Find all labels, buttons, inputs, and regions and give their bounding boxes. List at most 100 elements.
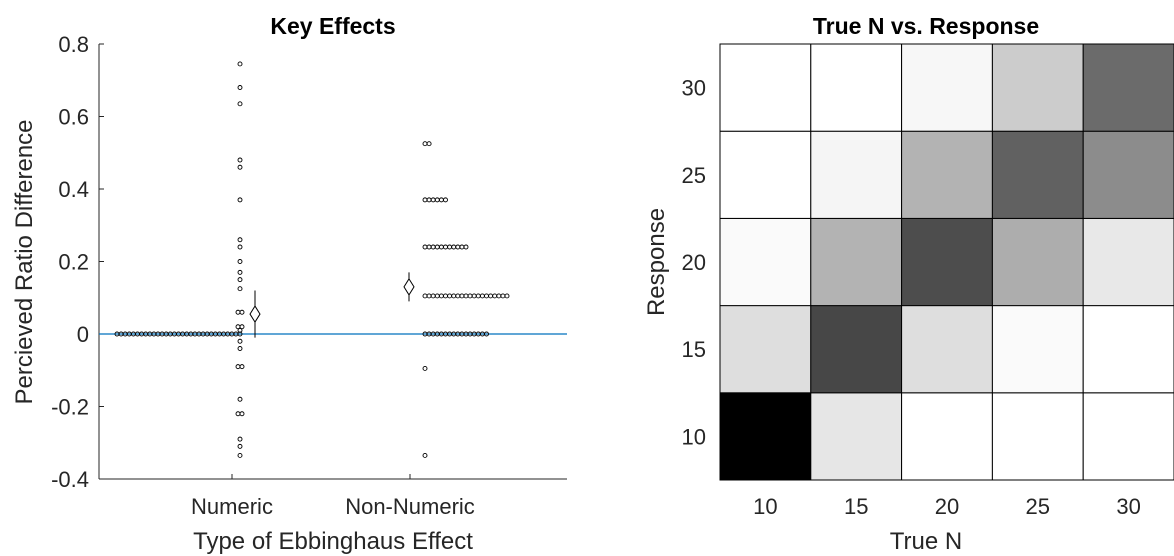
data-point: [237, 338, 243, 344]
right-x-tick-label: 10: [753, 494, 777, 519]
data-point: [459, 244, 465, 250]
data-point: [422, 365, 428, 371]
data-point: [237, 443, 243, 449]
right-y-tick-label: 20: [682, 250, 706, 275]
data-point: [434, 293, 440, 299]
right-x-tick-label: 15: [844, 494, 868, 519]
right-plot-area: 10 15 20 25 30 10 15 20 25 30: [682, 43, 1174, 519]
heatmap-cell: [810, 130, 903, 219]
heatmap-cell: [719, 392, 812, 481]
data-point: [426, 244, 432, 250]
right-y-tick-label: 30: [682, 76, 706, 101]
left-y-tick-label: 0.6: [58, 105, 89, 130]
data-point: [237, 269, 243, 275]
left-plot-area: -0.4 -0.2 0 0.2 0.4 0.6 0.8 Numeric Non-Numeric: [51, 32, 567, 519]
right-y-tick-label: 15: [682, 337, 706, 362]
data-point: [484, 331, 489, 337]
heatmap-cell: [991, 130, 1084, 219]
data-point: [434, 244, 440, 250]
data-point: [426, 293, 432, 299]
data-point: [455, 244, 461, 250]
heatmap-cell: [810, 217, 903, 307]
data-point: [459, 293, 465, 299]
data-point: [237, 101, 243, 107]
data-point: [438, 293, 444, 299]
data-point: [237, 286, 243, 292]
left-y-tick-label: 0.4: [58, 177, 89, 202]
heatmap-cell: [810, 392, 903, 481]
left-y-tick-label: 0: [77, 322, 89, 347]
left-y-tick-label: 0.8: [58, 32, 89, 57]
heatmap-cell: [901, 43, 993, 132]
data-point: [455, 293, 461, 299]
data-point: [237, 237, 243, 243]
data-point: [443, 244, 448, 250]
right-x-tick-label: 20: [935, 494, 959, 519]
data-point: [239, 309, 245, 315]
heatmap-cell: [719, 217, 812, 307]
data-point: [235, 309, 241, 315]
data-point: [447, 293, 453, 299]
data-point: [430, 244, 436, 250]
left-y-tick-label: -0.4: [51, 467, 89, 492]
right-chart-title: True N vs. Response: [813, 13, 1039, 39]
data-point: [237, 259, 243, 264]
data-point: [438, 197, 444, 203]
heatmap-cell: [1082, 43, 1174, 132]
left-chart-title: Key Effects: [270, 13, 395, 39]
heatmap-cell: [991, 43, 1084, 132]
left-y-tick-label: -0.2: [51, 395, 89, 420]
heatmap-cell: [810, 305, 903, 394]
data-point: [237, 197, 243, 203]
data-point: [504, 293, 510, 299]
data-point: [443, 293, 448, 299]
data-point: [237, 396, 243, 402]
data-point: [467, 293, 473, 299]
heatmap-cell: [1082, 305, 1174, 394]
data-point: [239, 364, 245, 370]
data-point: [475, 293, 481, 299]
data-point: [422, 452, 428, 458]
left-x-tick-label: Numeric: [191, 494, 273, 519]
heatmap-cell: [991, 305, 1084, 394]
left-y-axis-label: Percieved Ratio Difference: [11, 119, 38, 404]
data-point: [447, 244, 453, 250]
data-point: [484, 293, 489, 299]
heatmap-cell: [901, 217, 993, 307]
data-point: [237, 436, 243, 442]
data-point: [237, 346, 243, 351]
heatmap-cell: [810, 43, 903, 132]
data-point: [237, 452, 243, 458]
heatmap-cell: [1082, 217, 1174, 307]
data-point: [463, 244, 469, 250]
data-point: [237, 85, 243, 90]
data-point: [422, 244, 428, 250]
data-point: [239, 411, 245, 417]
data-point: [422, 197, 428, 203]
data-point: [471, 293, 477, 299]
heatmap-cell: [719, 130, 812, 219]
key-effects-chart: Key Effects -0.4 -0.2 0 0.2 0.4 0.6 0.8 Numeric…: [11, 13, 567, 555]
data-point: [463, 293, 469, 299]
right-x-axis-label: True N: [890, 528, 962, 555]
heatmap-cell: [991, 217, 1084, 307]
heatmap-cell: [719, 305, 812, 394]
data-point: [235, 364, 241, 370]
data-point: [237, 277, 243, 283]
data-point: [451, 293, 457, 299]
true-n-vs-response-chart: True N vs. Response 10 15 20 25 30 10 15 20 25 30…: [643, 13, 1174, 555]
data-point: [492, 293, 498, 299]
heatmap-cell: [991, 392, 1084, 481]
right-y-tick-label: 25: [682, 163, 706, 188]
heatmap-cell: [1082, 392, 1174, 481]
data-point: [438, 244, 444, 250]
left-x-axis-label: Type of Ebbinghaus Effect: [193, 528, 473, 555]
right-x-tick-label: 30: [1116, 494, 1140, 519]
mean-marker: [249, 305, 261, 324]
data-point: [488, 293, 494, 299]
data-point: [451, 244, 457, 250]
data-point: [443, 197, 448, 203]
right-x-tick-label: 25: [1026, 494, 1050, 519]
data-point: [239, 324, 245, 330]
